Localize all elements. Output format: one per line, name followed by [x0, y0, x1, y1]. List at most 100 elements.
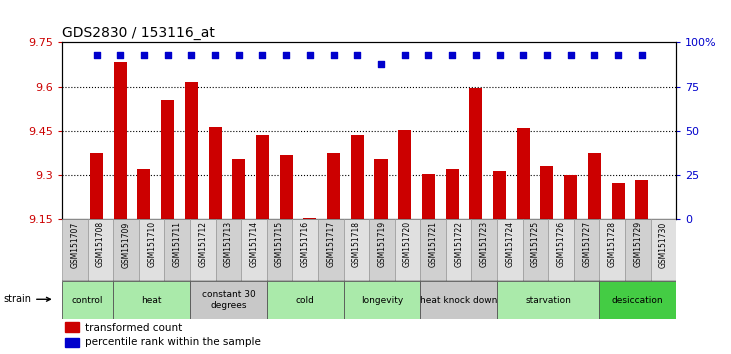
- Text: GSM151727: GSM151727: [582, 221, 591, 268]
- Bar: [161, 100, 174, 219]
- Point: [636, 52, 648, 58]
- Bar: [114, 62, 126, 219]
- Text: GSM151722: GSM151722: [454, 221, 463, 267]
- Bar: [318, 219, 344, 281]
- Text: GSM151724: GSM151724: [505, 221, 515, 268]
- Point: [541, 52, 553, 58]
- Bar: [574, 219, 599, 281]
- Text: GSM151717: GSM151717: [326, 221, 336, 268]
- Point: [186, 52, 197, 58]
- Text: GSM151726: GSM151726: [556, 221, 566, 268]
- Bar: [446, 219, 471, 281]
- Bar: [635, 180, 648, 219]
- Text: GSM151729: GSM151729: [633, 221, 643, 268]
- Text: GSM151723: GSM151723: [480, 221, 489, 268]
- Text: strain: strain: [3, 294, 50, 304]
- Bar: [497, 281, 599, 319]
- Bar: [420, 219, 446, 281]
- Bar: [523, 219, 548, 281]
- Bar: [113, 219, 139, 281]
- Bar: [267, 219, 292, 281]
- Bar: [208, 127, 221, 219]
- Bar: [540, 166, 553, 219]
- Bar: [599, 281, 676, 319]
- Bar: [395, 219, 420, 281]
- Bar: [469, 88, 482, 219]
- Bar: [256, 135, 269, 219]
- Point: [281, 52, 292, 58]
- Point: [257, 52, 268, 58]
- Bar: [164, 219, 190, 281]
- Text: GSM151712: GSM151712: [198, 221, 208, 267]
- Text: heat knock down: heat knock down: [420, 296, 497, 304]
- Bar: [267, 281, 344, 319]
- Bar: [88, 219, 113, 281]
- Point: [588, 52, 600, 58]
- Bar: [185, 82, 198, 219]
- Point: [352, 52, 363, 58]
- Bar: [422, 174, 435, 219]
- Point: [423, 52, 434, 58]
- Bar: [280, 155, 292, 219]
- Text: GDS2830 / 153116_at: GDS2830 / 153116_at: [62, 26, 215, 40]
- Point: [162, 52, 173, 58]
- Text: GSM151709: GSM151709: [121, 221, 131, 268]
- Text: GSM151718: GSM151718: [352, 221, 361, 267]
- Bar: [137, 169, 151, 219]
- Text: constant 30
degrees: constant 30 degrees: [202, 290, 255, 310]
- Bar: [564, 175, 577, 219]
- Text: transformed count: transformed count: [86, 322, 183, 332]
- Text: percentile rank within the sample: percentile rank within the sample: [86, 337, 262, 348]
- Bar: [369, 219, 395, 281]
- Bar: [344, 219, 369, 281]
- Bar: [351, 135, 364, 219]
- Text: GSM151730: GSM151730: [659, 221, 668, 268]
- Bar: [139, 219, 164, 281]
- Text: GSM151721: GSM151721: [428, 221, 438, 267]
- Bar: [241, 219, 267, 281]
- Text: GSM151725: GSM151725: [531, 221, 540, 268]
- Bar: [599, 219, 625, 281]
- Point: [470, 52, 482, 58]
- Bar: [90, 153, 103, 219]
- Point: [233, 52, 245, 58]
- Point: [612, 52, 624, 58]
- Bar: [588, 153, 601, 219]
- Text: GSM151710: GSM151710: [147, 221, 156, 268]
- Bar: [62, 219, 88, 281]
- Bar: [374, 159, 387, 219]
- Text: GSM151720: GSM151720: [403, 221, 412, 268]
- Bar: [303, 218, 317, 219]
- Text: GSM151707: GSM151707: [70, 221, 80, 268]
- Text: control: control: [72, 296, 104, 304]
- Point: [91, 52, 102, 58]
- Bar: [216, 219, 241, 281]
- Point: [327, 52, 339, 58]
- Bar: [612, 183, 624, 219]
- Text: desiccation: desiccation: [612, 296, 664, 304]
- Bar: [113, 281, 190, 319]
- Point: [446, 52, 458, 58]
- Text: cold: cold: [296, 296, 314, 304]
- Bar: [548, 219, 574, 281]
- Bar: [497, 219, 523, 281]
- Text: GSM151713: GSM151713: [224, 221, 233, 268]
- Text: GSM151714: GSM151714: [249, 221, 259, 268]
- Bar: [446, 169, 458, 219]
- Bar: [327, 153, 340, 219]
- Bar: [65, 322, 79, 332]
- Bar: [292, 219, 318, 281]
- Bar: [420, 281, 497, 319]
- Bar: [190, 219, 216, 281]
- Point: [493, 52, 505, 58]
- Bar: [517, 128, 530, 219]
- Text: GSM151728: GSM151728: [607, 221, 617, 267]
- Bar: [344, 281, 420, 319]
- Bar: [65, 338, 79, 347]
- Bar: [62, 281, 113, 319]
- Point: [518, 52, 529, 58]
- Point: [138, 52, 150, 58]
- Bar: [625, 219, 651, 281]
- Text: GSM151719: GSM151719: [377, 221, 387, 268]
- Text: GSM151715: GSM151715: [275, 221, 284, 268]
